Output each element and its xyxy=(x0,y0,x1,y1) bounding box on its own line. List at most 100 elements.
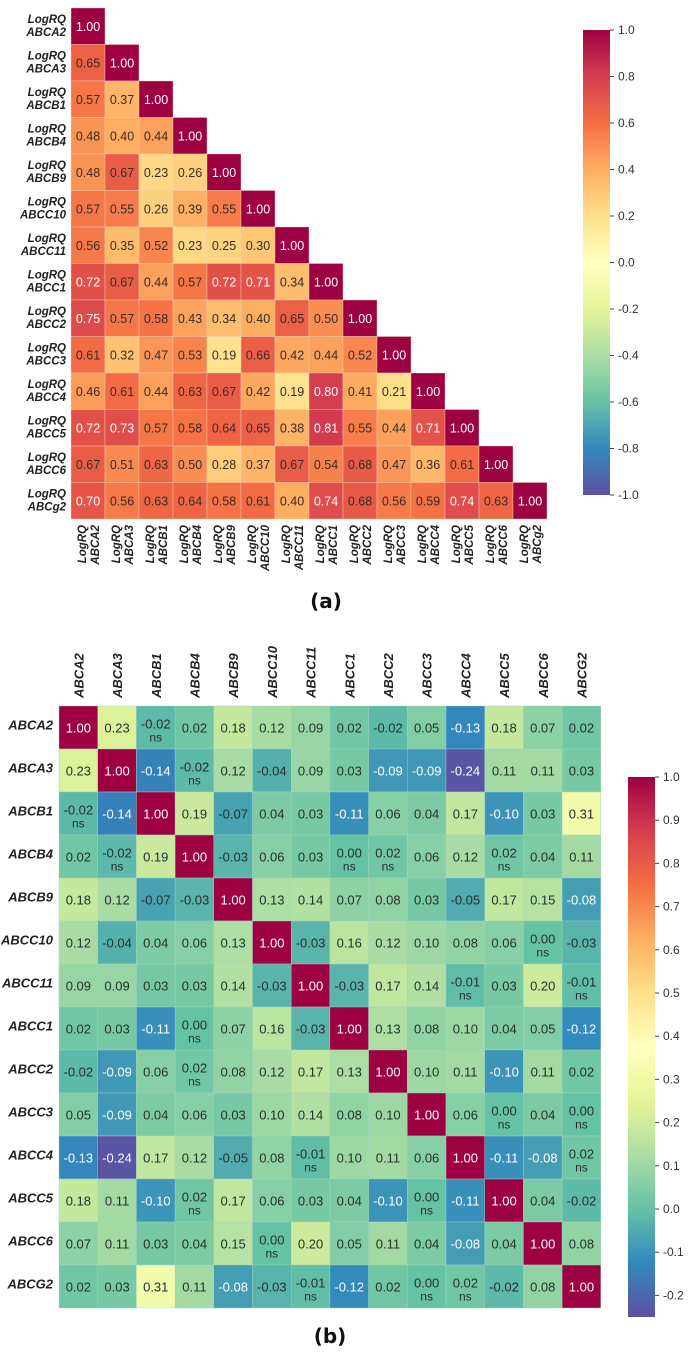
column-label-prefix: LogRQ xyxy=(145,525,157,563)
heatmap-cell xyxy=(240,482,276,520)
row-label: LogRQ ABCC3 xyxy=(25,343,66,368)
cell-value: 0.64 xyxy=(178,494,202,508)
cell-value: 0.09 xyxy=(104,979,129,994)
heatmap-cell xyxy=(104,44,140,82)
cell-value: 0.61 xyxy=(246,494,270,508)
cell-value: 0.04 xyxy=(259,807,284,822)
cell-value: -0.10 xyxy=(489,807,519,822)
heatmap-cell xyxy=(445,1178,485,1223)
colorbar: 1.0 0.9 0.8 0.7 0.6 0.5 0.4 0.3 0.2 0.1 0.0 -0.1 -0.… xyxy=(628,770,684,1317)
cell-value: 0.58 xyxy=(144,312,168,326)
cell-value: 0.81 xyxy=(314,421,338,435)
heatmap-cell xyxy=(70,7,106,45)
cell-value: 0.00 xyxy=(569,1104,594,1119)
cell-value: 0.67 xyxy=(280,458,304,472)
row-label: LogRQ ABCC11 xyxy=(20,233,66,258)
cell-value: 0.74 xyxy=(314,494,338,508)
heatmap-cell xyxy=(274,482,310,520)
heatmap-cell xyxy=(445,963,485,1008)
column-label-prefix: LogRQ xyxy=(281,525,293,563)
cell-value: 0.17 xyxy=(220,1194,245,1209)
column-label-prefix: LogRQ xyxy=(213,525,225,563)
cell-value: 0.02 xyxy=(375,846,400,861)
heatmap-cell xyxy=(407,1135,447,1180)
heatmap-cell xyxy=(329,1221,369,1266)
heatmap-cell xyxy=(444,482,480,520)
row-label-gene: ABCB9 xyxy=(25,173,66,185)
ns-marker: ns xyxy=(420,1204,433,1218)
heatmap-cell xyxy=(252,834,292,879)
row-label-prefix: LogRQ xyxy=(28,233,66,245)
heatmap-cell xyxy=(138,263,174,301)
row-label-prefix: LogRQ xyxy=(28,270,66,282)
column-label: LogRQABCC10 xyxy=(247,524,272,572)
row-label-gene: ABCA3 xyxy=(25,64,66,76)
column-label-gene: ABCC3 xyxy=(396,524,408,565)
cell-value: -0.03 xyxy=(257,979,287,994)
heatmap-cell xyxy=(561,920,601,965)
column-label: LogRQABCC4 xyxy=(417,524,442,565)
cell-value: 0.06 xyxy=(491,936,516,951)
cell-value: 0.57 xyxy=(76,202,100,216)
column-label-gene: ABCB1 xyxy=(158,525,170,566)
heatmap-cell xyxy=(58,1221,98,1266)
cell-value: 1.00 xyxy=(348,312,372,326)
heatmap-cell xyxy=(523,963,563,1008)
heatmap-cell xyxy=(523,705,563,750)
cell-value: 1.00 xyxy=(453,1151,478,1166)
column-label: LogRQABCA2 xyxy=(77,524,102,565)
cell-value: 0.12 xyxy=(259,721,284,736)
cell-value: 0.11 xyxy=(492,764,516,779)
cell-value: 0.11 xyxy=(105,1194,129,1209)
heatmap-cell xyxy=(136,1092,176,1137)
heatmap-cell xyxy=(274,299,310,337)
cell-value: 0.04 xyxy=(143,936,168,951)
colorbar-tick-label: -0.4 xyxy=(618,349,639,363)
cell-value: 0.31 xyxy=(143,1280,168,1295)
cell-value: 0.53 xyxy=(178,348,202,362)
cell-value: 1.00 xyxy=(518,494,542,508)
cell-value: 0.09 xyxy=(66,979,91,994)
colorbar-gradient xyxy=(583,30,610,495)
heatmap-cell xyxy=(368,705,408,750)
column-label-gene: ABCA3 xyxy=(124,524,136,565)
cell-value: 0.65 xyxy=(76,56,100,70)
heatmap-cell xyxy=(445,1135,485,1180)
column-label: ABCC6 xyxy=(536,652,551,699)
heatmap-cell xyxy=(523,877,563,922)
column-label-prefix: LogRQ xyxy=(519,525,531,563)
heatmap-cell xyxy=(240,445,276,483)
cell-value: 0.32 xyxy=(110,348,134,362)
heatmap-a: 1.00 0.65 1.00 0.57 0.37 1.00 0.48 0.40 0.44 1.00… xyxy=(19,7,548,572)
cell-value: -0.03 xyxy=(257,1280,287,1295)
heatmap-cell xyxy=(97,1178,137,1223)
cell-value: 0.35 xyxy=(110,239,134,253)
cell-value: 0.72 xyxy=(212,275,236,289)
row-label-prefix: LogRQ xyxy=(28,306,66,318)
cell-value: 0.55 xyxy=(110,202,134,216)
cell-value: 0.63 xyxy=(178,385,202,399)
cell-value: 0.02 xyxy=(66,1280,91,1295)
heatmap-cell xyxy=(561,1221,601,1266)
heatmap-cell xyxy=(523,1221,563,1266)
cell-value: 0.06 xyxy=(259,1194,284,1209)
heatmap-cell xyxy=(206,153,242,191)
cell-value: 0.03 xyxy=(143,1237,168,1252)
column-label-prefix: LogRQ xyxy=(383,525,395,563)
column-label: ABCC11 xyxy=(304,647,319,699)
column-label: ABCC2 xyxy=(381,652,396,699)
ns-marker: ns xyxy=(420,1290,433,1304)
row-label: ABCC5 xyxy=(7,1191,54,1206)
heatmap-cell xyxy=(206,445,242,483)
heatmap-cell xyxy=(138,445,174,483)
heatmap-cell xyxy=(561,834,601,879)
cell-value: 0.07 xyxy=(220,1022,245,1037)
heatmap-cell xyxy=(213,748,253,793)
row-label-prefix: LogRQ xyxy=(28,14,66,26)
colorbar-tick-label: 0.3 xyxy=(663,1072,680,1086)
cell-value: 0.30 xyxy=(246,239,270,253)
cell-value: 0.03 xyxy=(220,1108,245,1123)
cell-value: 0.80 xyxy=(314,385,338,399)
heatmap-cell xyxy=(478,445,514,483)
cell-value: 1.00 xyxy=(259,936,284,951)
